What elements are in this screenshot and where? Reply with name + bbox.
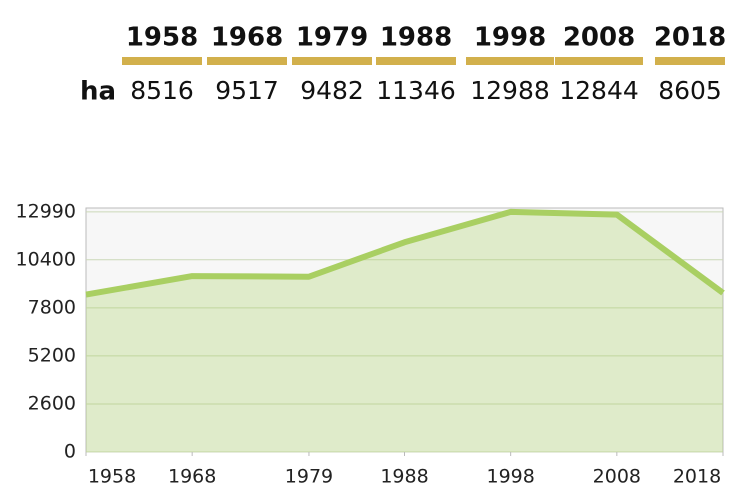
area-fill [86,211,723,452]
x-tick-label: 2018 [673,466,721,488]
cell: 9482 [300,76,364,105]
row-label: ha [80,77,116,107]
cell: 9517 [215,76,279,105]
cell: 11346 [376,76,456,105]
y-tick-label: 5200 [28,344,76,366]
header-underline [555,57,643,65]
column-header: 1968 [211,23,283,53]
x-tick-label: 1968 [168,466,216,488]
column-header: 1979 [296,23,368,53]
header-underline [207,57,287,65]
cell: 8605 [658,76,722,105]
x-tick-label: 2008 [593,466,641,488]
cell: 12844 [559,76,639,105]
column-header: 2018 [654,23,726,53]
column-header: 2008 [563,23,635,53]
header-underline [466,57,554,65]
column-header: 1998 [474,23,546,53]
x-tick-label: 1998 [486,466,534,488]
area-line [85,208,725,298]
y-tick-label: 7800 [28,296,76,318]
x-tick-label: 1979 [285,466,333,488]
column-header: 1958 [126,23,198,53]
header-underline [122,57,202,65]
y-tick-label: 10400 [16,248,76,270]
y-tick-label: 12990 [16,200,76,222]
cell: 12988 [470,76,550,105]
header-underline [292,57,372,65]
cell: 8516 [130,76,194,105]
y-tick-label: 2600 [28,392,76,414]
header-underline [376,57,456,65]
plot-area [85,207,724,453]
y-tick-label: 0 [64,441,76,463]
header-underline [655,57,725,65]
column-header: 1988 [380,23,452,53]
x-tick-label: 1958 [88,466,136,488]
x-tick-label: 1988 [380,466,428,488]
